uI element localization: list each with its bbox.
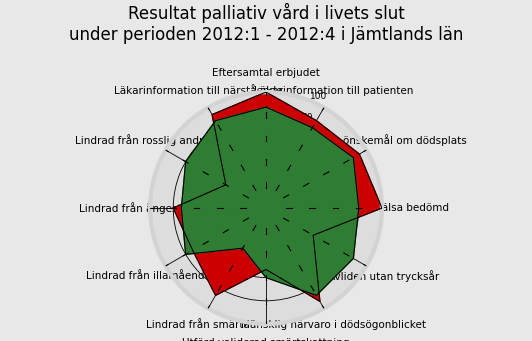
- Text: Resultat palliativ vård i livets slut
under perioden 2012:1 - 2012:4 i Jämtlands: Resultat palliativ vård i livets slut un…: [69, 3, 463, 44]
- Polygon shape: [181, 107, 359, 295]
- Polygon shape: [173, 92, 382, 301]
- Polygon shape: [150, 92, 382, 324]
